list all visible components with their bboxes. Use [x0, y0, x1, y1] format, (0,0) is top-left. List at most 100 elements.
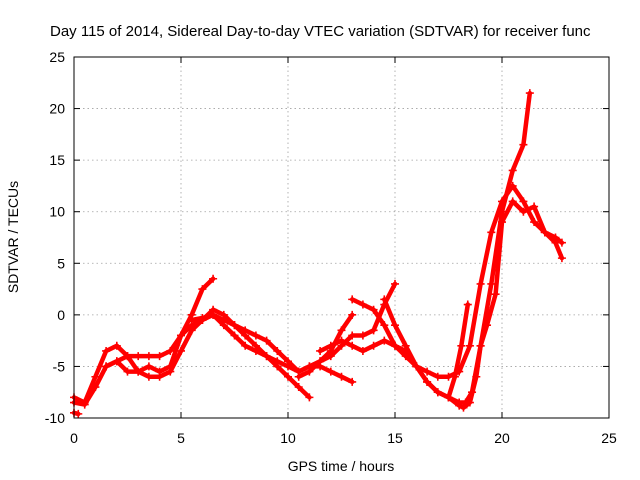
data-point [262, 336, 271, 345]
data-point [391, 321, 399, 330]
data-point [455, 401, 464, 410]
data-point [337, 336, 346, 345]
series-4 [187, 310, 357, 376]
data-point [91, 372, 100, 381]
data-point [305, 393, 314, 402]
data-point [316, 346, 325, 355]
data-point [273, 346, 282, 355]
y-tick-label: 15 [49, 152, 65, 168]
series-6 [348, 181, 566, 381]
data-point [391, 341, 399, 350]
data-point [557, 254, 566, 263]
data-point [112, 357, 121, 366]
data-point [348, 341, 357, 350]
data-point [144, 352, 153, 361]
x-tick-label: 15 [387, 430, 403, 446]
x-tick-label: 25 [601, 430, 617, 446]
data-point [380, 336, 389, 345]
data-point [519, 207, 528, 216]
data-point [380, 295, 389, 304]
data-point [102, 362, 111, 371]
data-point [177, 346, 185, 355]
data-point [369, 305, 378, 314]
data-point [166, 367, 175, 376]
data-point [465, 341, 474, 350]
data-point [450, 372, 459, 381]
data-point [209, 274, 218, 283]
y-axis-label: SDTVAR / TECUs [5, 181, 21, 293]
data-point [444, 393, 453, 402]
data-point [219, 316, 228, 325]
data-point [433, 388, 442, 397]
data-point [530, 218, 539, 227]
data-point [144, 372, 153, 381]
data-point [433, 372, 442, 381]
data-point [401, 341, 410, 350]
data-point [472, 372, 481, 381]
data-point [177, 331, 185, 340]
data-point [284, 357, 292, 366]
data-point [155, 352, 164, 361]
y-tick-label: -10 [45, 410, 65, 426]
x-tick-label: 10 [280, 430, 296, 446]
data-point [134, 352, 143, 361]
data-point [80, 400, 89, 409]
data-point [491, 290, 500, 299]
data-point [358, 300, 367, 309]
data-point [457, 341, 466, 350]
data-point [230, 331, 239, 340]
data-point [463, 300, 472, 309]
data-point [337, 326, 346, 335]
data-point [498, 218, 506, 227]
data-point [262, 352, 271, 361]
data-point [123, 367, 132, 376]
data-point [508, 197, 517, 206]
data-point [294, 383, 303, 392]
data-point [423, 367, 432, 376]
data-point [483, 321, 492, 330]
data-point [251, 331, 260, 340]
data-point [348, 310, 357, 319]
data-point [391, 279, 399, 288]
data-point [284, 372, 292, 381]
data-point [459, 403, 468, 412]
data-point [134, 367, 143, 376]
x-tick-label: 5 [177, 430, 185, 446]
data-point [230, 321, 239, 330]
data-point [294, 372, 303, 381]
data-point [241, 341, 250, 350]
x-tick-label: 0 [70, 430, 78, 446]
y-tick-label: 25 [49, 49, 65, 65]
data-point [476, 341, 485, 350]
data-point [198, 285, 207, 294]
plot-frame [73, 56, 610, 419]
data-point [251, 341, 260, 350]
y-tick-label: 5 [57, 255, 65, 271]
data-point [187, 316, 196, 325]
data-point [91, 383, 100, 392]
data-point [380, 321, 389, 330]
data-point [209, 310, 218, 319]
data-point [348, 377, 357, 386]
data-point [155, 372, 164, 381]
y-tick-label: 0 [57, 307, 65, 323]
data-point [369, 341, 378, 350]
series-layer [70, 89, 566, 418]
data-point [498, 207, 506, 216]
data-point [551, 238, 560, 247]
y-tick-label: -5 [53, 358, 66, 374]
series-line [189, 312, 355, 374]
data-point [316, 357, 325, 366]
series-line [71, 276, 216, 405]
series-line [446, 302, 471, 400]
data-point [487, 279, 496, 288]
data-point [305, 367, 314, 376]
x-axis-label: GPS time / hours [288, 458, 395, 474]
data-point [326, 367, 335, 376]
data-point [74, 409, 83, 418]
data-point [476, 279, 485, 288]
data-point [348, 295, 357, 304]
data-point [519, 197, 528, 206]
series-2 [70, 310, 357, 409]
